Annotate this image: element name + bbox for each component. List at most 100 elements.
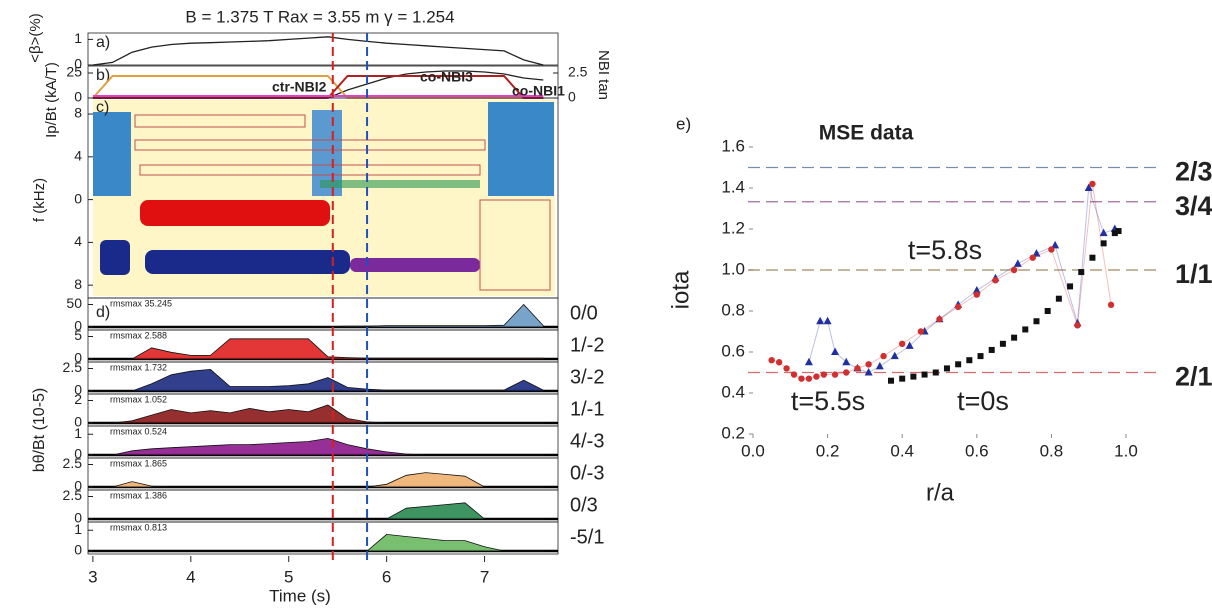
point (1099, 228, 1108, 237)
point (890, 351, 899, 360)
point (831, 371, 839, 378)
mode-amplitude (92, 303, 544, 328)
point (932, 369, 939, 376)
point (899, 340, 906, 347)
point (955, 361, 962, 368)
point (865, 361, 872, 368)
point (1074, 322, 1081, 329)
spectrogram-patch (145, 250, 350, 274)
spectrogram-patch (140, 200, 330, 226)
y-axis-title: Ip/Bt (kA/T) (43, 62, 60, 138)
rmsmax-label: rmsmax 1.386 (110, 490, 167, 500)
point (768, 357, 775, 364)
trace (92, 36, 544, 66)
point (988, 346, 995, 353)
point (864, 368, 873, 376)
mode-amplitude (92, 368, 544, 392)
x-tick-label: 7 (480, 567, 489, 586)
y-tick-label: 0 (74, 478, 82, 494)
y-tick-label: 2.5 (63, 455, 83, 471)
mode-label: 0/-3 (570, 462, 604, 484)
point (999, 340, 1006, 347)
y-tick-label: 0.2 (721, 423, 745, 442)
point (1111, 230, 1118, 237)
rmsmax-label: rmsmax 1.865 (110, 458, 167, 468)
mode-amplitude (92, 404, 544, 424)
point (1011, 334, 1018, 341)
series-label: t=5.5s (791, 386, 865, 416)
x-tick-label: 4 (186, 567, 195, 586)
point (1078, 269, 1085, 276)
point (921, 371, 928, 378)
y2-axis-title: NBI tan (595, 50, 612, 100)
point (1100, 240, 1107, 247)
point (804, 357, 813, 366)
x-axis-title: Time (s) (269, 586, 331, 605)
x-tick-label: 3 (88, 567, 97, 586)
mode-frame (87, 521, 559, 555)
y-tick-label: 1.4 (721, 177, 745, 196)
x-tick-label: 5 (284, 567, 293, 586)
point (972, 286, 981, 294)
point (1048, 246, 1055, 253)
spectrogram-contour (134, 114, 306, 128)
x-tick-label: 0.6 (965, 441, 989, 460)
mode-label: 3/-2 (570, 366, 604, 388)
x-tick-label: 1.0 (1114, 441, 1138, 460)
y-tick-label: 1.6 (721, 136, 745, 155)
point (842, 357, 851, 366)
y-tick-label: 0 (74, 446, 82, 462)
spectrogram-patch (93, 112, 131, 196)
rmsmax-label: rmsmax 2.588 (110, 330, 167, 340)
spectrogram-patch (100, 240, 130, 275)
y-tick-label: 2 (74, 391, 82, 407)
reference-label: 2/3 (1175, 157, 1212, 187)
y-tick-label: 2.5 (63, 359, 83, 375)
spectrogram-patch (488, 102, 554, 196)
point (905, 341, 914, 349)
x-tick-label: 0.0 (741, 441, 765, 460)
point (888, 377, 895, 384)
mode-amplitude (92, 472, 544, 488)
y-tick-label: 1 (74, 521, 82, 537)
point (1029, 254, 1036, 261)
spectrogram-contour (134, 139, 486, 151)
point (1044, 308, 1051, 314)
x-tick-label: 6 (382, 567, 391, 586)
chart-title: MSE data (819, 122, 914, 145)
y-tick-label: 0 (74, 56, 82, 72)
mode-amplitude (92, 437, 544, 456)
point (966, 357, 973, 364)
mode-label: 0/0 (570, 302, 598, 324)
y-tick-label: 1.0 (721, 259, 745, 278)
y-tick-label: 1 (74, 30, 82, 46)
y-axis-title: iota (667, 270, 694, 309)
y-tick-label: 50 (66, 295, 82, 311)
x-tick-label: 0.2 (816, 441, 840, 460)
panel-label: b) (96, 67, 110, 84)
series-label: t=5.8s (908, 235, 982, 265)
y-tick-label: 0 (74, 89, 82, 105)
point (1022, 326, 1029, 333)
mode-label: -5/1 (570, 526, 604, 548)
y-axis-title: <β>(%) (27, 13, 44, 62)
point (1055, 295, 1062, 302)
y-axis-title: f (kHz) (31, 178, 48, 222)
y-tick-label: 0 (74, 414, 82, 430)
panel-label: d) (96, 304, 110, 321)
y-tick-label: 0.8 (721, 300, 745, 319)
mode-amplitude (92, 502, 544, 520)
point (875, 361, 884, 370)
x-tick-label: 0.4 (890, 441, 914, 460)
y-axis-title: bθ/Bt (10-5) (31, 388, 48, 472)
point (880, 352, 887, 360)
point (1089, 254, 1096, 261)
y-tick-label: 5 (74, 327, 82, 343)
mode-label: 1/-2 (570, 334, 604, 356)
point (816, 316, 825, 325)
point (843, 369, 850, 376)
point (917, 328, 925, 335)
mode-amplitude (92, 533, 544, 552)
